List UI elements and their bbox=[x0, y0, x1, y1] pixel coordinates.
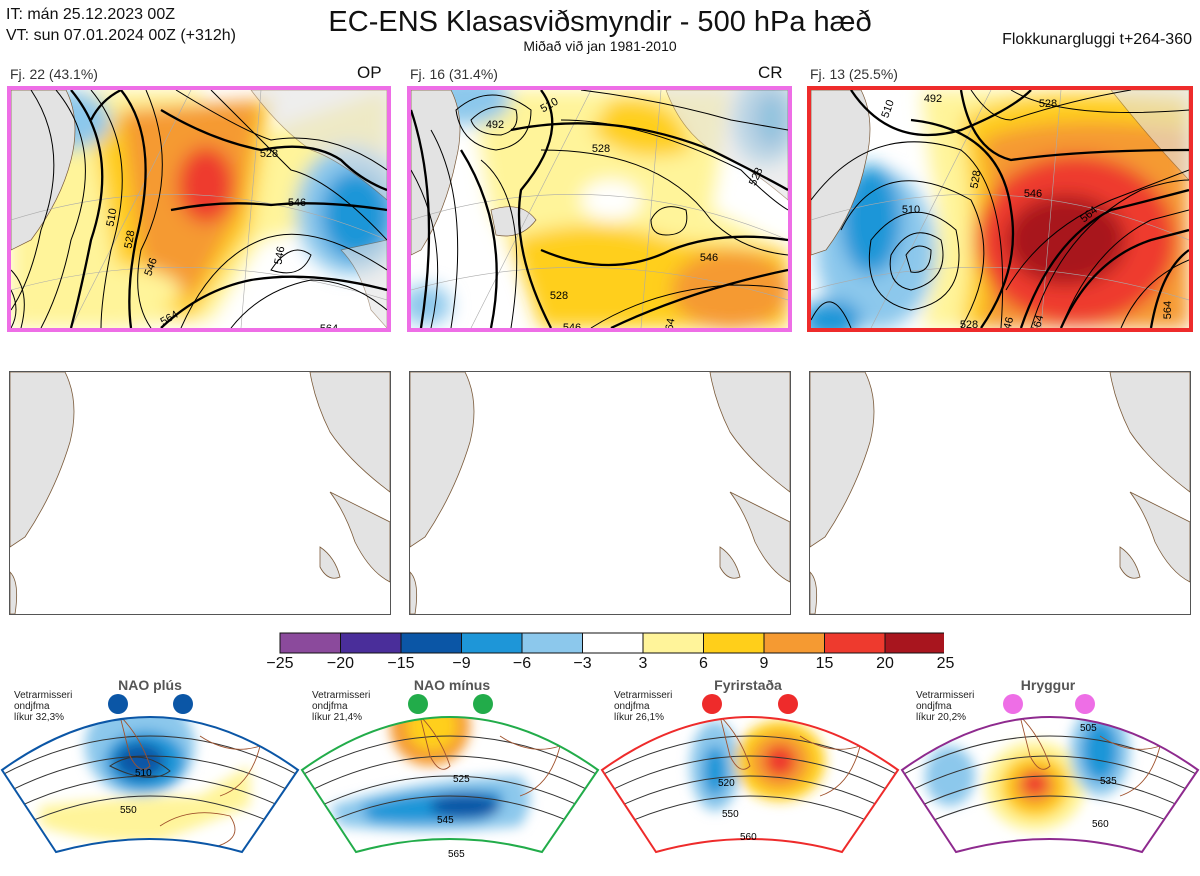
contour-label: 564 bbox=[320, 323, 338, 328]
colorbar-tick-label: −15 bbox=[387, 655, 415, 672]
climatology-subtitle: Miðað við jan 1981-2010 bbox=[523, 38, 677, 54]
colorbar-tick-label: −9 bbox=[452, 655, 471, 672]
contour-label: 564 bbox=[1030, 314, 1046, 328]
colorbar-tick-label: 3 bbox=[638, 655, 648, 672]
contour-label: 510 bbox=[879, 98, 897, 119]
regime-2-name: NAO mínus bbox=[413, 677, 491, 693]
contour-label: 528 bbox=[123, 229, 138, 249]
cluster-2-label: Fj. 16 (31.4%) bbox=[410, 66, 498, 82]
contour-label: 505 bbox=[1080, 723, 1097, 734]
regime-1-name: NAO plús bbox=[118, 677, 182, 693]
forecast-times: IT: mán 25.12.2023 00Z VT: sun 07.01.202… bbox=[6, 4, 236, 46]
contour-label: 560 bbox=[1092, 819, 1109, 830]
contour-label: 560 bbox=[740, 832, 757, 843]
colorbar-cell bbox=[400, 632, 462, 654]
colorbar-cell bbox=[642, 632, 704, 654]
colorbar-tick-label: 15 bbox=[815, 655, 834, 672]
contour-label: 564 bbox=[663, 317, 678, 328]
page-title: EC-ENS Klasasviðsmyndir - 500 hPa hæð bbox=[328, 6, 872, 38]
contour-label: 492 bbox=[924, 93, 942, 105]
colorbar-tick-label: −20 bbox=[326, 655, 355, 672]
contour-label: 528 bbox=[960, 319, 978, 328]
contour-label: 546 bbox=[273, 245, 288, 265]
colorbar-cell bbox=[582, 632, 644, 654]
colorbar-cell bbox=[884, 632, 946, 654]
valid-time: VT: sun 07.01.2024 00Z (+312h) bbox=[6, 27, 236, 44]
regime-3-name: Fyrirstaða bbox=[714, 677, 782, 693]
contour-label: 528 bbox=[592, 143, 610, 155]
regime-3-info: Vetrarmisseri ondjfma líkur 26,1% bbox=[614, 690, 673, 723]
colorbar-tick-label: 25 bbox=[936, 655, 955, 672]
colorbar-tick-label: −3 bbox=[573, 655, 592, 672]
contour-label: 546 bbox=[700, 252, 718, 264]
regime-4-name: Hryggur bbox=[1020, 677, 1076, 693]
colorbar-cell bbox=[703, 632, 765, 654]
contour-label: 565 bbox=[448, 849, 465, 860]
regime-blocking-map bbox=[602, 717, 898, 837]
contour-label: 525 bbox=[453, 774, 470, 785]
colorbar-cell bbox=[340, 632, 402, 654]
regime-nao-minus-map bbox=[302, 717, 598, 837]
colorbar-tick-label: 20 bbox=[876, 655, 894, 672]
contour-label: 546 bbox=[563, 322, 581, 328]
regime-panels: 510 550 525 545 565 bbox=[0, 676, 1200, 871]
contour-label: 510 bbox=[135, 768, 152, 779]
contour-label: 528 bbox=[550, 290, 568, 302]
contour-label: 492 bbox=[486, 119, 504, 131]
colorbar-cell bbox=[279, 632, 341, 654]
member-map-1 bbox=[9, 371, 391, 615]
colorbar-tick-label: 6 bbox=[699, 655, 708, 672]
contour-label: 550 bbox=[120, 805, 137, 816]
anomaly-colorbar bbox=[278, 632, 946, 659]
contour-label: 510 bbox=[105, 207, 120, 227]
regime-1-info: Vetrarmisseri ondjfma líkur 32,3% bbox=[14, 690, 73, 723]
cluster-map-1: 528 546 510 528 546 564 546 564 bbox=[7, 86, 391, 332]
regime-2-info: Vetrarmisseri ondjfma líkur 21,4% bbox=[312, 690, 371, 723]
contour-label: 546 bbox=[288, 197, 306, 209]
initial-time: IT: mán 25.12.2023 00Z bbox=[6, 6, 175, 23]
contour-label: 520 bbox=[718, 778, 735, 789]
colorbar-cell bbox=[521, 632, 583, 654]
regime-4-info: Vetrarmisseri ondjfma líkur 20,2% bbox=[916, 690, 975, 723]
colorbar-cell bbox=[461, 632, 523, 654]
classification-window: Flokkunargluggi t+264-360 bbox=[1002, 31, 1192, 48]
cluster-map-3: 492 510 528 528 546 564 510 528 546 564 … bbox=[807, 86, 1193, 332]
contour-label: 564 bbox=[1162, 301, 1174, 319]
cluster-1-tag: OP bbox=[357, 63, 382, 82]
colorbar-cell bbox=[763, 632, 825, 654]
contour-label: 545 bbox=[437, 815, 454, 826]
member-map-2 bbox=[409, 371, 791, 615]
cluster-map-2: 510 492 528 528 546 528 546 564 bbox=[407, 86, 792, 332]
contour-label: 550 bbox=[722, 809, 739, 820]
cluster-2-tag: CR bbox=[758, 63, 783, 82]
cluster-1-label: Fj. 22 (43.1%) bbox=[10, 66, 98, 82]
member-map-3 bbox=[809, 371, 1191, 615]
contour-label: 528 bbox=[260, 148, 278, 160]
contour-label: 528 bbox=[1039, 98, 1057, 110]
contour-label: 510 bbox=[902, 204, 920, 216]
contour-label: 546 bbox=[1024, 188, 1042, 200]
colorbar-cell bbox=[824, 632, 886, 654]
contour-label: 535 bbox=[1100, 776, 1117, 787]
colorbar-tick-label: −6 bbox=[512, 655, 532, 672]
contour-label: 546 bbox=[1000, 316, 1016, 328]
regime-ridge-map bbox=[902, 717, 1198, 852]
contour-label: 528 bbox=[969, 169, 984, 189]
colorbar-tick-label: −25 bbox=[266, 655, 294, 672]
contour-label: 546 bbox=[142, 256, 160, 277]
cluster-3-label: Fj. 13 (25.5%) bbox=[810, 66, 898, 82]
anomaly-shading bbox=[11, 90, 387, 328]
colorbar-tick-label: 9 bbox=[759, 655, 769, 672]
